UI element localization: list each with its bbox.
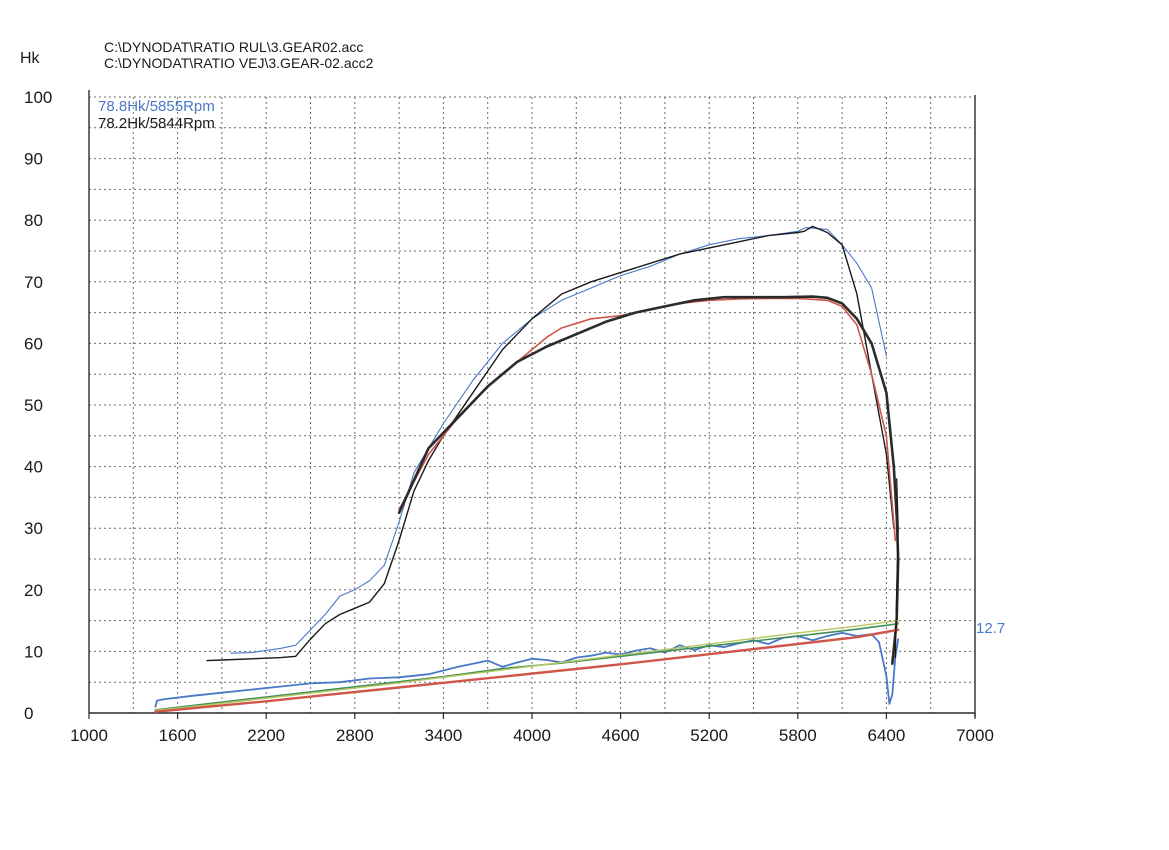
y-tick-label: 50 xyxy=(24,396,43,415)
series-line-8 xyxy=(154,628,900,713)
y-tick-label: 60 xyxy=(24,334,43,353)
x-tick-label: 1000 xyxy=(70,726,108,745)
series-line-5 xyxy=(154,632,900,708)
series-lines xyxy=(154,225,900,713)
x-tick-label: 4000 xyxy=(513,726,551,745)
end-value-label: 12.7 xyxy=(976,620,1005,637)
series-line-3 xyxy=(398,297,897,542)
x-tick-label: 5200 xyxy=(690,726,728,745)
series-line-2 xyxy=(206,225,895,662)
x-tick-label: 5800 xyxy=(779,726,817,745)
series-line-7 xyxy=(154,619,899,712)
x-tick-label: 3400 xyxy=(424,726,462,745)
x-tick-label: 2800 xyxy=(336,726,374,745)
y-tick-label: 80 xyxy=(24,211,43,230)
y-tick-label: 40 xyxy=(24,458,43,477)
series-line-1 xyxy=(230,227,887,654)
y-tick-label: 70 xyxy=(24,273,43,292)
x-tick-label: 2200 xyxy=(247,726,285,745)
series-line-4 xyxy=(397,295,900,665)
y-tick-label: 100 xyxy=(24,88,52,107)
grid xyxy=(89,96,975,713)
peak-label-2: 78.2Hk/5844Rpm xyxy=(98,115,215,132)
x-tick-label: 6400 xyxy=(867,726,905,745)
y-tick-label: 10 xyxy=(24,642,43,661)
file-path-2: C:\DYNODAT\RATIO VEJ\3.GEAR-02.acc2 xyxy=(104,55,374,71)
x-tick-label: 7000 xyxy=(956,726,994,745)
series-line-9 xyxy=(894,478,899,659)
y-tick-label: 30 xyxy=(24,519,43,538)
y-tick-label: 20 xyxy=(24,581,43,600)
file-path-1: C:\DYNODAT\RATIO RUL\3.GEAR02.acc xyxy=(104,39,363,55)
x-tick-label: 1600 xyxy=(159,726,197,745)
y-axis-label: Hk xyxy=(20,50,41,67)
peak-label-1: 78.8Hk/5855Rpm xyxy=(98,98,215,115)
tick-labels: 0 10 20 30 40 50 60 70 80 90 100 1000 1600 2200 2800 34… xyxy=(24,88,994,745)
x-tick-label: 4600 xyxy=(602,726,640,745)
y-tick-label: 90 xyxy=(24,150,43,169)
y-tick-label: 0 xyxy=(24,704,33,723)
